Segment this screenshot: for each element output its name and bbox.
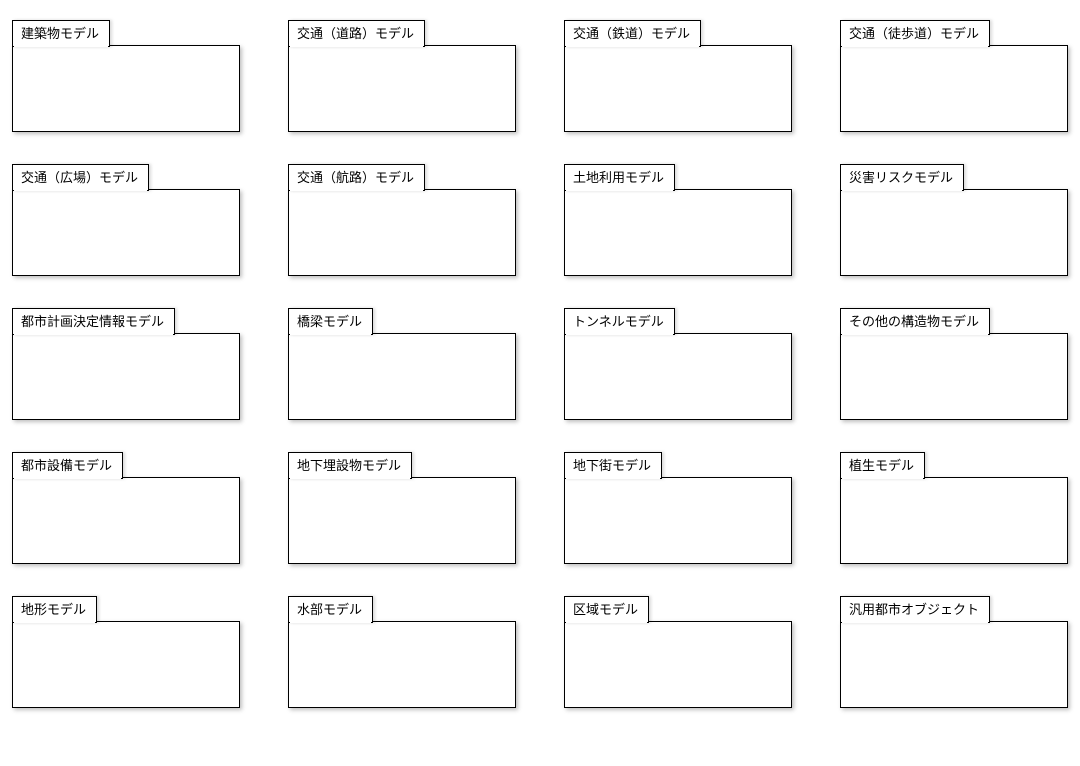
package-body xyxy=(840,621,1068,708)
package-body xyxy=(12,621,240,708)
package-body xyxy=(564,45,792,132)
package-tab: 建築物モデル xyxy=(12,20,110,47)
package-tab: その他の構造物モデル xyxy=(840,308,990,335)
package-tab: 交通（広場）モデル xyxy=(12,164,149,191)
package-tab: 地下埋設物モデル xyxy=(288,452,412,479)
package-body xyxy=(288,621,516,708)
package-body xyxy=(840,45,1068,132)
package: 交通（航路）モデル xyxy=(288,164,516,276)
package-body xyxy=(288,477,516,564)
package: 水部モデル xyxy=(288,596,516,708)
package-body xyxy=(564,477,792,564)
package-body xyxy=(288,189,516,276)
package: 交通（道路）モデル xyxy=(288,20,516,132)
package-grid: 建築物モデル 交通（道路）モデル 交通（鉄道）モデル 交通（徒歩道）モデル 交通… xyxy=(12,20,1068,708)
package: 交通（徒歩道）モデル xyxy=(840,20,1068,132)
package: 植生モデル xyxy=(840,452,1068,564)
package: トンネルモデル xyxy=(564,308,792,420)
package-body xyxy=(288,333,516,420)
package-tab: 水部モデル xyxy=(288,596,373,623)
package-tab: 土地利用モデル xyxy=(564,164,675,191)
package-body xyxy=(840,333,1068,420)
package-body xyxy=(564,333,792,420)
package: 都市計画決定情報モデル xyxy=(12,308,240,420)
package-body xyxy=(840,477,1068,564)
package: 交通（鉄道）モデル xyxy=(564,20,792,132)
package-tab: 交通（徒歩道）モデル xyxy=(840,20,990,47)
package: 地下埋設物モデル xyxy=(288,452,516,564)
package-body xyxy=(12,477,240,564)
package-body xyxy=(12,189,240,276)
package-body xyxy=(12,45,240,132)
package-tab: 交通（道路）モデル xyxy=(288,20,425,47)
package-tab: 汎用都市オブジェクト xyxy=(840,596,990,623)
package: その他の構造物モデル xyxy=(840,308,1068,420)
package-body xyxy=(564,189,792,276)
package: 区域モデル xyxy=(564,596,792,708)
package-tab: 植生モデル xyxy=(840,452,925,479)
package: 交通（広場）モデル xyxy=(12,164,240,276)
package-body xyxy=(288,45,516,132)
package-tab: トンネルモデル xyxy=(564,308,675,335)
package-tab: 区域モデル xyxy=(564,596,649,623)
package-tab: 都市計画決定情報モデル xyxy=(12,308,175,335)
package: 土地利用モデル xyxy=(564,164,792,276)
package-body xyxy=(840,189,1068,276)
package-tab: 災害リスクモデル xyxy=(840,164,964,191)
package-tab: 地下街モデル xyxy=(564,452,662,479)
package: 汎用都市オブジェクト xyxy=(840,596,1068,708)
package-tab: 橋梁モデル xyxy=(288,308,373,335)
package: 橋梁モデル xyxy=(288,308,516,420)
package-tab: 都市設備モデル xyxy=(12,452,123,479)
package: 地下街モデル xyxy=(564,452,792,564)
package: 都市設備モデル xyxy=(12,452,240,564)
package-tab: 交通（航路）モデル xyxy=(288,164,425,191)
package: 地形モデル xyxy=(12,596,240,708)
package-tab: 交通（鉄道）モデル xyxy=(564,20,701,47)
package: 災害リスクモデル xyxy=(840,164,1068,276)
package-body xyxy=(12,333,240,420)
package-tab: 地形モデル xyxy=(12,596,97,623)
package-body xyxy=(564,621,792,708)
package: 建築物モデル xyxy=(12,20,240,132)
